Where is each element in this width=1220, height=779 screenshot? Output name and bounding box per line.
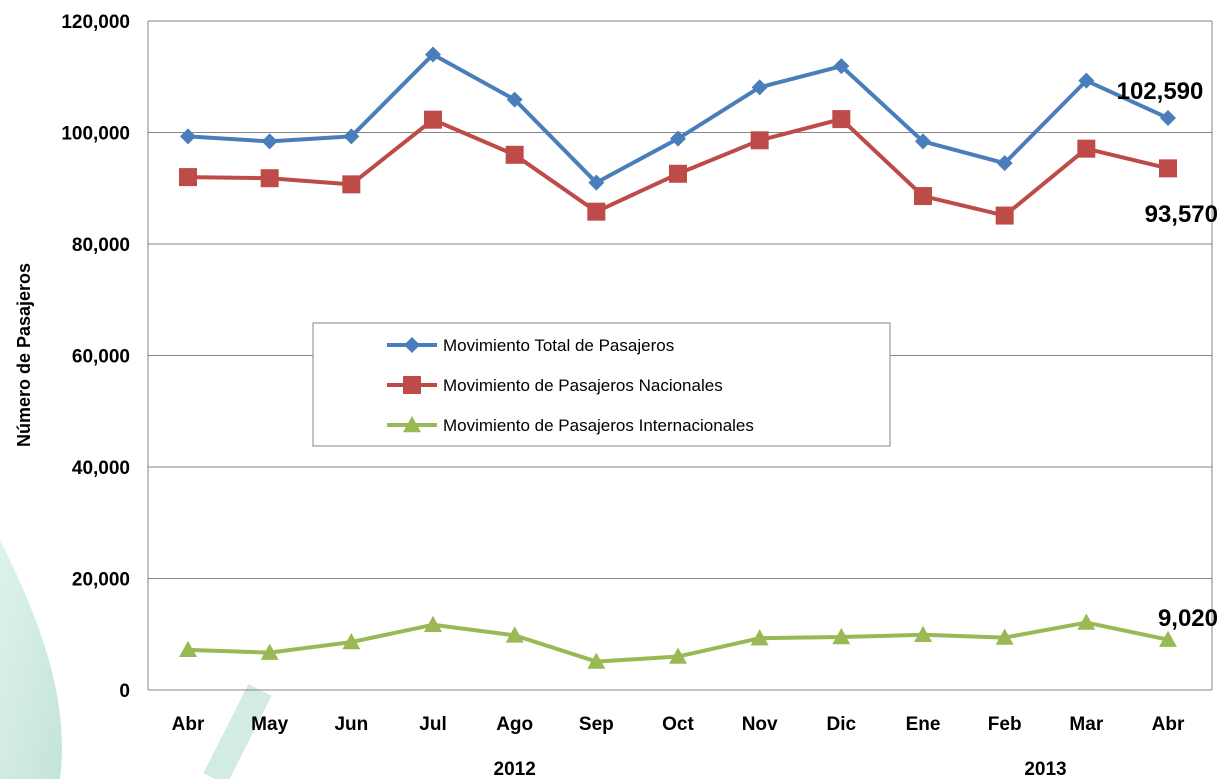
- x-tick-label: Ago: [496, 714, 533, 735]
- series-line: [187, 52, 1169, 185]
- x-tick-label: Mar: [1069, 714, 1103, 735]
- labels: 102,590 93,570 9,020: [1117, 78, 1218, 632]
- data-point: [260, 169, 279, 188]
- data-point: [832, 628, 851, 645]
- axes: 0 20,000 40,000 60,000 80,000 100,000 120,000 N…: [14, 12, 1213, 779]
- data-point: [179, 168, 197, 187]
- legend-marker: [403, 376, 421, 394]
- data-point: [1078, 72, 1095, 89]
- series-2: [179, 110, 1177, 225]
- data-point: [914, 187, 932, 206]
- data-point: [833, 58, 850, 75]
- series-group: [179, 46, 1177, 669]
- end-data-label: 93,570: [1145, 201, 1218, 228]
- data-point: [1160, 110, 1176, 127]
- x-tick-label: Abr: [1152, 714, 1185, 735]
- y-tick-label: 60,000: [72, 347, 130, 368]
- data-point: [832, 110, 851, 129]
- x-tick-label: Sep: [579, 714, 614, 735]
- data-point: [669, 164, 687, 183]
- data-point: [669, 647, 687, 664]
- data-point: [588, 174, 605, 191]
- x-tick-label: Jul: [419, 714, 446, 735]
- data-point: [425, 46, 441, 63]
- data-point: [343, 128, 360, 145]
- data-point: [424, 615, 442, 632]
- legend-marker: [403, 416, 421, 433]
- x-tick-label: Feb: [988, 714, 1022, 735]
- data-point: [587, 652, 606, 669]
- data-point: [750, 131, 769, 150]
- x-tick-label: Ene: [906, 714, 941, 735]
- legend-marker: [404, 337, 420, 353]
- data-point: [260, 643, 279, 660]
- data-point: [506, 91, 523, 108]
- data-point: [995, 628, 1014, 645]
- end-data-label: 102,590: [1117, 78, 1204, 105]
- data-point: [1159, 159, 1177, 178]
- background-swoosh-stroke: [203, 684, 272, 779]
- data-point: [424, 110, 442, 129]
- data-point: [587, 202, 606, 221]
- x-tick-label: Oct: [662, 714, 694, 735]
- data-point: [505, 626, 524, 643]
- data-point: [1159, 630, 1177, 647]
- series-1: [180, 46, 1176, 191]
- x-tick-label: Abr: [172, 714, 205, 735]
- series-3: [179, 613, 1177, 669]
- data-point: [505, 145, 524, 164]
- y-tick-label: 120,000: [61, 12, 130, 33]
- data-point: [1077, 613, 1096, 630]
- data-point: [342, 175, 361, 194]
- x-tick-label: Nov: [742, 714, 778, 735]
- data-point: [180, 128, 196, 145]
- data-point: [670, 130, 686, 147]
- data-point: [179, 640, 197, 658]
- y-tick-label: 80,000: [72, 235, 130, 256]
- x-tick-label: May: [251, 714, 288, 735]
- grid-lines: [148, 20, 1212, 579]
- x-tick-label: Jun: [334, 714, 368, 735]
- data-point: [914, 625, 932, 643]
- y-tick-label: 0: [119, 681, 130, 702]
- data-point: [751, 79, 768, 96]
- data-point: [261, 133, 278, 150]
- x-tick-label: Dic: [827, 714, 857, 735]
- legend-label: Movimiento de Pasajeros Nacionales: [443, 376, 723, 395]
- y-axis-title: Número de Pasajeros: [14, 263, 34, 447]
- data-point: [1077, 139, 1096, 158]
- legend: Movimiento Total de Pasajeros Movimiento …: [312, 322, 891, 447]
- data-point: [996, 155, 1013, 172]
- y-tick-label: 40,000: [72, 458, 130, 479]
- data-point: [750, 629, 769, 646]
- y-tick-label: 20,000: [72, 570, 130, 591]
- data-point: [915, 133, 931, 150]
- legend-label: Movimiento Total de Pasajeros: [443, 336, 674, 355]
- data-point: [342, 633, 361, 650]
- legend-label: Movimiento de Pasajeros Internacionales: [443, 416, 754, 435]
- x-year-label: 2012: [494, 759, 536, 779]
- x-year-label: 2013: [1024, 759, 1066, 779]
- data-point: [995, 206, 1014, 225]
- end-data-label: 9,020: [1158, 605, 1218, 632]
- background-swoosh: [0, 540, 62, 779]
- y-tick-label: 100,000: [61, 124, 130, 145]
